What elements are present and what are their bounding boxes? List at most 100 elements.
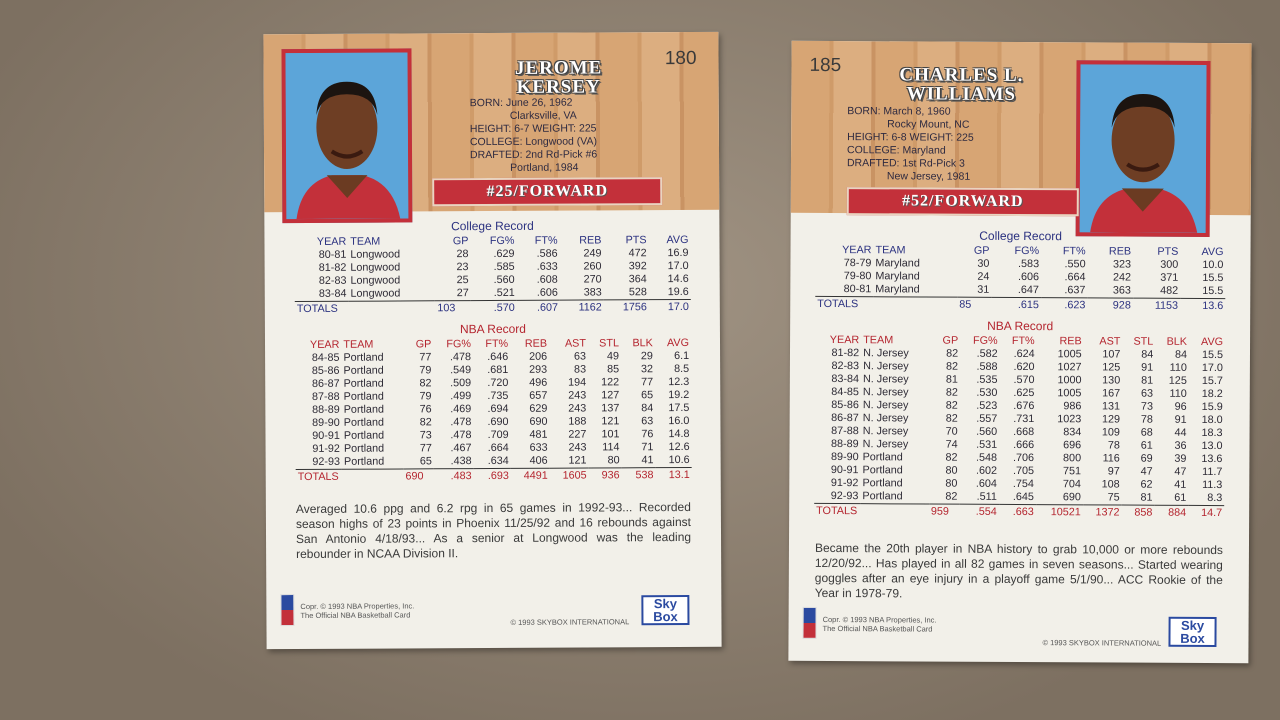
stat-cell: 528	[628, 286, 647, 299]
column-header: GP	[415, 338, 432, 351]
stat-cell: 47	[1174, 465, 1187, 478]
bio-line: HEIGHT: 6-7 WEIGHT: 225	[469, 122, 597, 136]
stat-cell: Portland	[343, 390, 384, 403]
stat-cell: .469	[450, 403, 472, 416]
stat-cell: 84	[1174, 348, 1188, 361]
college-record: College Record YEAR TEAM GP FG% FT% REB PTS AVG 8…	[294, 218, 691, 318]
stat-cell: 25	[456, 274, 469, 287]
stat-cell: .583	[1018, 257, 1040, 271]
stats-table: YEAR TEAM GP FG% FT% REB AST STL BLK AVG 81-82 N. J…	[814, 333, 1225, 522]
stat-cell: 657	[529, 389, 548, 402]
stat-cell: 89-90	[312, 416, 340, 429]
stat-cell: .478	[449, 351, 472, 364]
stat-cell: 81	[945, 373, 958, 386]
stat-cell: Portland	[343, 377, 384, 390]
column-header: REB	[1108, 245, 1132, 258]
column-header: REB	[1059, 335, 1082, 348]
stat-cell: 18.0	[1201, 413, 1223, 427]
totals-cell: 4491	[510, 468, 550, 484]
bio-line: Clarksville, VA	[509, 109, 577, 122]
stat-cell: 12.6	[668, 440, 690, 454]
stat-cell: 28	[456, 248, 469, 261]
totals-cell: 1605	[549, 467, 589, 484]
column-header: FT%	[485, 337, 509, 351]
stat-cell: .676	[1013, 399, 1035, 413]
stat-cell: .478	[450, 416, 472, 429]
totals-row: TOTALS 103.570.607 1162 1756 17.0	[294, 299, 691, 318]
logo-word: Box	[653, 609, 678, 625]
stat-cell: .582	[976, 347, 998, 360]
stat-cell: 82	[945, 386, 958, 399]
stat-cell: N. Jersey	[862, 386, 909, 399]
stat-cell: 249	[583, 247, 602, 260]
column-header: FG%	[446, 338, 471, 351]
player-photo	[1079, 64, 1207, 233]
stat-cell: 75	[1107, 491, 1120, 504]
totals-cell: 690	[403, 468, 435, 485]
stat-cell: 41	[1174, 478, 1187, 491]
stat-cell: 364	[628, 273, 647, 286]
stat-cell: 110	[1169, 387, 1187, 400]
column-header: STL	[599, 337, 620, 350]
bio-line: Portland, 1984	[510, 161, 579, 174]
column-header: AVG	[1201, 245, 1224, 259]
stats-table: YEAR TEAM GP FG% FT% REB PTS AVG 78-79 Maryland 30…	[815, 243, 1226, 315]
stat-cell: 8.5	[674, 362, 690, 376]
totals-cell: 1756	[603, 299, 649, 316]
stat-cell: 206	[529, 350, 548, 363]
stat-cell: 83-84	[318, 287, 347, 300]
stat-cell: 49	[606, 350, 620, 363]
stat-row: 92-93 Portland 82 .511 .645 690 75 81 61 8.3	[814, 490, 1224, 506]
stat-cell: 371	[1160, 271, 1179, 284]
blurb: Became the 20th player in NBA history to…	[814, 540, 1224, 601]
stat-cell: 18.3	[1201, 426, 1223, 440]
stat-cell: 24	[977, 270, 990, 283]
column-header: PTS	[1157, 245, 1179, 258]
stat-cell: 79-80	[843, 270, 872, 283]
stat-cell: 85-86	[311, 364, 340, 377]
nba-record: NBA Record YEAR TEAM GP FG% FT% REB AST STL BLK AV…	[295, 321, 692, 486]
stat-cell: .620	[1013, 360, 1035, 374]
stat-cell: .478	[450, 429, 472, 442]
stat-cell: Maryland	[875, 270, 920, 283]
stat-cell: .560	[976, 425, 998, 438]
stat-cell: 96	[1174, 400, 1187, 413]
column-header: AST	[1099, 335, 1121, 348]
stats: College Record YEAR TEAM GP FG% FT% REB PTS AVG 7…	[814, 228, 1226, 522]
totals-row: TOTALS 85.615.623 928 1153 13.6	[815, 296, 1226, 315]
stat-cell: 15.5	[1202, 284, 1224, 298]
stat-cell: Longwood	[350, 261, 401, 274]
stat-cell: .570	[1013, 373, 1035, 387]
stat-cell: N. Jersey	[862, 399, 909, 412]
stat-cell: Portland	[862, 477, 903, 490]
stat-cell: .586	[536, 247, 558, 260]
stat-cell: .588	[976, 360, 998, 373]
stat-cell: 18.2	[1201, 387, 1223, 401]
legal-line: The Official NBA Basketball Card	[300, 610, 411, 621]
stat-cell: 8.3	[1207, 491, 1223, 505]
column-header: STL	[1133, 335, 1154, 348]
stat-cell: 80-81	[843, 283, 872, 296]
skybox-logo: Sky Box	[641, 594, 690, 626]
stat-cell: 84-85	[831, 386, 859, 399]
stat-cell: 77	[419, 351, 432, 364]
stat-cell: 71	[641, 441, 654, 454]
college-record: College Record YEAR TEAM GP FG% FT% REB PTS AVG 7…	[815, 228, 1226, 315]
bio-line: COLLEGE: Maryland	[847, 144, 946, 157]
column-header: YEAR	[829, 334, 860, 347]
stat-cell: .705	[1012, 464, 1035, 478]
stat-cell: .511	[976, 490, 997, 503]
stat-cell: 227	[568, 428, 587, 441]
column-header: TEAM	[863, 334, 894, 347]
column-header: YEAR	[842, 244, 872, 257]
totals-cell: 1153	[1132, 298, 1181, 314]
column-header: AVG	[1201, 335, 1224, 349]
stat-cell: .557	[976, 412, 998, 425]
stat-cell: .645	[1012, 490, 1034, 504]
skybox-logo: Sky Box	[1168, 616, 1217, 648]
name-line: KERSEY	[516, 76, 601, 98]
stat-cell: Portland	[862, 464, 903, 477]
stat-cell: 293	[529, 363, 548, 376]
stat-cell: 482	[1160, 284, 1179, 297]
